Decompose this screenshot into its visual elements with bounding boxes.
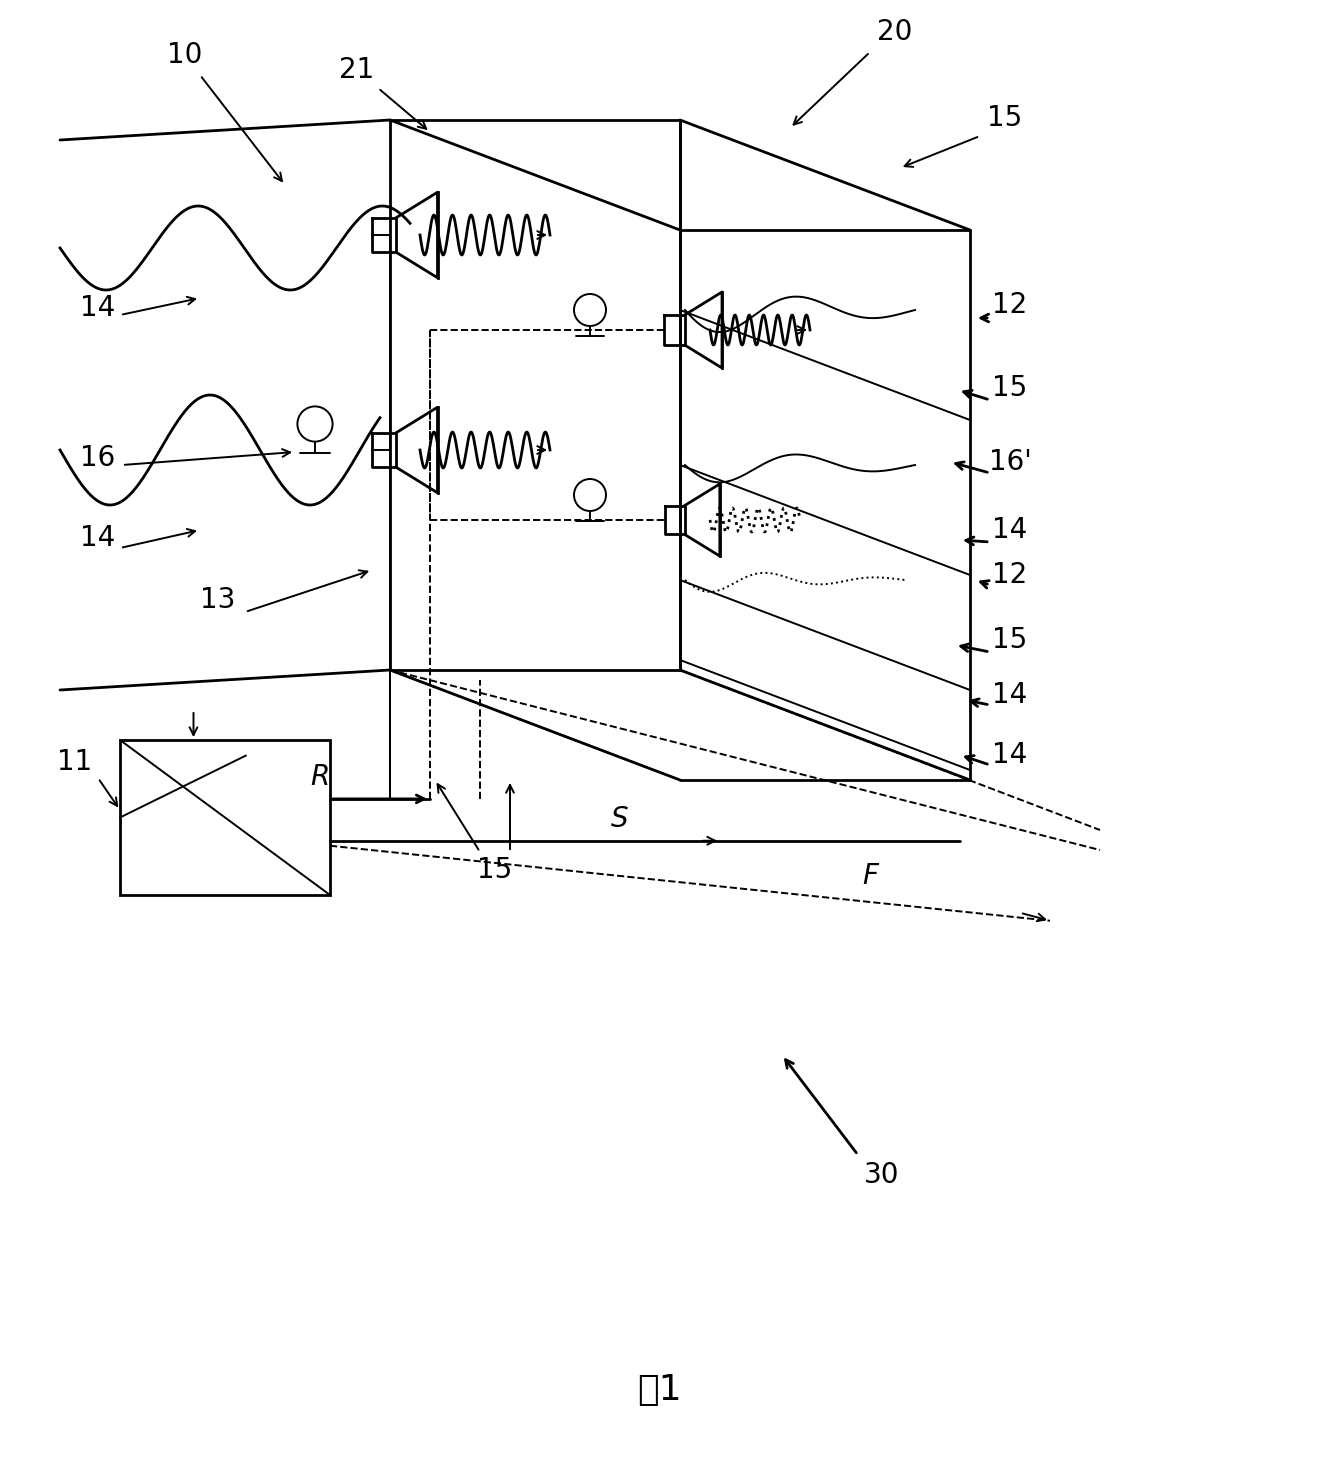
Text: 21: 21 [339, 56, 374, 84]
Text: 30: 30 [865, 1161, 900, 1189]
Text: 13: 13 [200, 586, 236, 614]
Text: 图1: 图1 [637, 1373, 681, 1407]
Text: 14: 14 [80, 524, 116, 552]
Text: 15: 15 [987, 104, 1023, 132]
Text: R: R [310, 763, 330, 791]
Text: F: F [862, 862, 878, 890]
Text: 14: 14 [992, 680, 1028, 708]
Text: 15: 15 [477, 856, 513, 884]
Text: 12: 12 [992, 561, 1028, 589]
Bar [120, 740, 330, 895]
Text: 15: 15 [992, 374, 1028, 402]
Text: S: S [612, 805, 629, 833]
Text: 14: 14 [992, 741, 1028, 769]
Text: 11: 11 [58, 748, 92, 776]
Text: 15: 15 [992, 626, 1028, 654]
Text: 14: 14 [80, 294, 116, 322]
Text: 14: 14 [992, 516, 1028, 544]
Text: 20: 20 [878, 18, 912, 46]
Text: 16': 16' [988, 448, 1032, 476]
Text: 12: 12 [992, 291, 1028, 319]
Text: 16: 16 [80, 444, 116, 472]
Text: 10: 10 [167, 41, 203, 70]
